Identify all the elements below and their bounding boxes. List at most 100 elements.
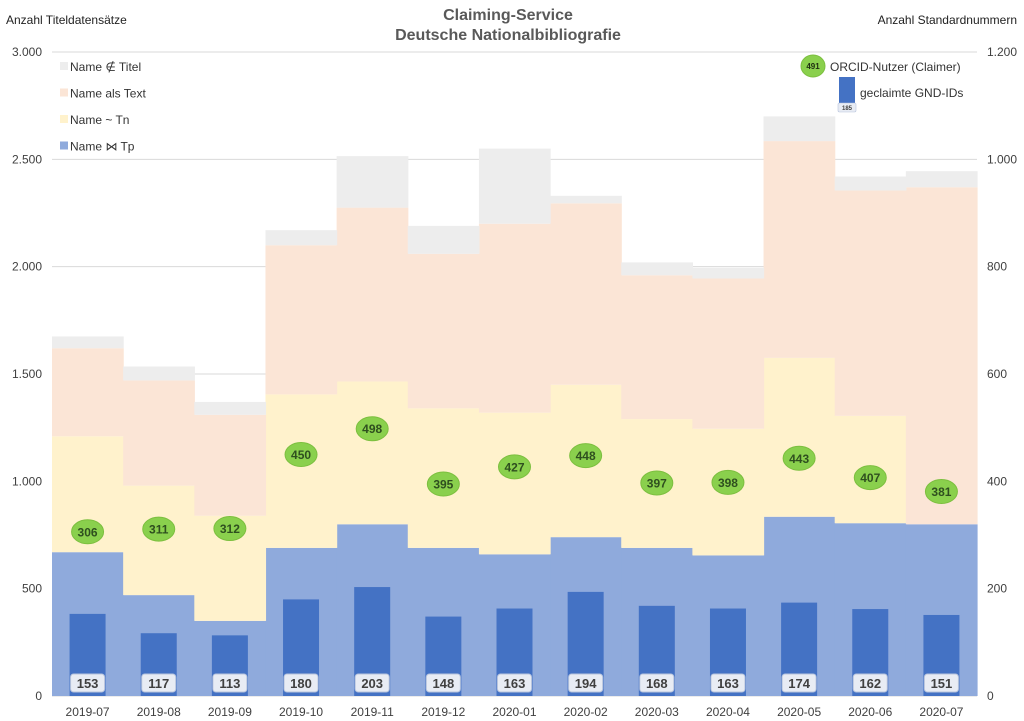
bubble-data-label: 381: [931, 485, 951, 499]
legend-bar-label: geclaimte GND-IDs: [860, 86, 963, 100]
bubble: [498, 454, 531, 480]
bubble: [853, 465, 887, 491]
bar-data-label: 168: [646, 676, 668, 691]
area-segment: [265, 230, 338, 246]
legend-label: Name als Text: [70, 87, 146, 101]
bubbles: 306 311 312 450 498 395 427 448 397 398 443 407 381: [71, 416, 958, 545]
bubble: [142, 516, 176, 542]
bubble: [711, 469, 745, 495]
x-axis-tick-label: 2020-07: [919, 705, 963, 719]
x-axis-tick-label: 2019-10: [279, 705, 323, 719]
area-segment: [194, 414, 267, 516]
area-segment: [407, 225, 480, 254]
area-segment: [52, 348, 124, 437]
area-segment: [478, 412, 551, 555]
legend-swatch: [60, 141, 68, 150]
bar-label-box: [710, 673, 746, 693]
right-axis-tick-label: 400: [987, 474, 1007, 488]
area-segment: [621, 262, 693, 276]
chart-subtitle: Deutsche Nationalbibliografie: [395, 27, 621, 44]
area-segment: [265, 245, 338, 395]
bubble-data-label: 398: [718, 476, 738, 490]
bar-data-label: 153: [77, 676, 99, 691]
right-axis-tick-label: 600: [987, 367, 1007, 381]
legend-bubble-value: 491: [806, 62, 820, 71]
area-segment: [834, 190, 907, 416]
left-axis-tick-label: 0: [35, 689, 42, 703]
area-segment: [478, 148, 551, 224]
area-series-3: [52, 116, 978, 415]
right-axis-tick-label: 200: [987, 582, 1007, 596]
left-axis-tick-label: 2.500: [12, 152, 42, 166]
bar-label-box: [852, 673, 888, 693]
area-segment: [905, 187, 978, 525]
area-segment: [407, 253, 480, 409]
area-segment: [621, 275, 693, 420]
bubble-data-label: 450: [291, 448, 311, 462]
bubble-data-label: 427: [504, 460, 524, 474]
bubble: [569, 443, 603, 469]
legend-bar-label-box: [837, 102, 857, 113]
area-segment: [692, 278, 765, 429]
left-axis-title: Anzahl Titeldatensätze: [6, 13, 127, 27]
left-axis-tick-label: 1.000: [12, 474, 42, 488]
legend-label: Name ∉ Titel: [70, 60, 141, 74]
legend-bubble-icon: [800, 54, 826, 78]
bubble: [71, 519, 105, 545]
area-segment: [478, 223, 551, 413]
bar-data-label: 163: [504, 676, 526, 691]
bubble-data-label: 312: [220, 522, 240, 536]
area-segment: [905, 171, 978, 188]
bubble: [284, 442, 318, 467]
area-segment: [194, 401, 267, 415]
area-segment: [763, 141, 836, 358]
bar-label-box: [568, 673, 604, 693]
legend-bar-icon: [839, 77, 855, 111]
bubble: [355, 416, 389, 442]
bar-label-box: [212, 673, 248, 693]
bar-data-label: 203: [361, 676, 383, 691]
area-segment: [52, 336, 124, 349]
legend: Name ∉ Titel Name als Text Name ~ Tn Name ⋈…: [60, 54, 963, 154]
bar-label-box: [70, 673, 106, 693]
bubble-data-label: 395: [433, 478, 453, 492]
bar-data-label: 180: [290, 676, 312, 691]
x-axis-tick-label: 2020-05: [777, 705, 821, 719]
legend-label: Name ~ Tn: [70, 113, 129, 127]
bar-data-label: 162: [859, 676, 881, 691]
bubble: [924, 479, 958, 505]
bar-data-label: 174: [788, 676, 810, 691]
right-axis-tick-label: 0: [987, 689, 994, 703]
bubble: [213, 516, 247, 542]
area-segment: [336, 381, 409, 525]
chart-title: Claiming-Service: [443, 7, 573, 24]
bubble-data-label: 448: [576, 449, 596, 463]
left-axis-tick-label: 500: [22, 582, 42, 596]
right-axis-tick-label: 1.000: [987, 152, 1017, 166]
legend-swatch: [60, 115, 68, 123]
legend-swatch: [60, 88, 68, 97]
bar-data-label: 113: [219, 676, 240, 691]
left-axis-tick-label: 2.000: [12, 260, 42, 274]
bubble-data-label: 306: [78, 525, 98, 539]
x-axis-tick-label: 2019-12: [421, 705, 465, 719]
x-axis-tick-label: 2019-07: [66, 705, 110, 719]
right-axis-title: Anzahl Standardnummern: [878, 13, 1017, 27]
bar-label-box: [141, 673, 177, 693]
x-axis-tick-label: 2019-11: [351, 705, 394, 719]
bar-label-box: [923, 673, 959, 693]
bar-label-box: [639, 673, 675, 693]
bubble: [640, 470, 674, 496]
x-axis-tick-label: 2020-02: [564, 705, 608, 719]
axes: 0 500 1.000 1.500 2.000 2.500 3.000 0 200 400 600 8…: [12, 45, 1017, 719]
legend-swatch: [60, 62, 68, 70]
area-segment: [123, 366, 195, 381]
area-segment: [834, 176, 907, 191]
bubble: [782, 445, 816, 471]
bar-data-label: 151: [931, 676, 953, 691]
bubble-data-label: 443: [789, 452, 809, 466]
bubble-data-label: 311: [149, 523, 169, 537]
right-axis-tick-label: 800: [987, 260, 1007, 274]
area-segment: [692, 267, 765, 279]
